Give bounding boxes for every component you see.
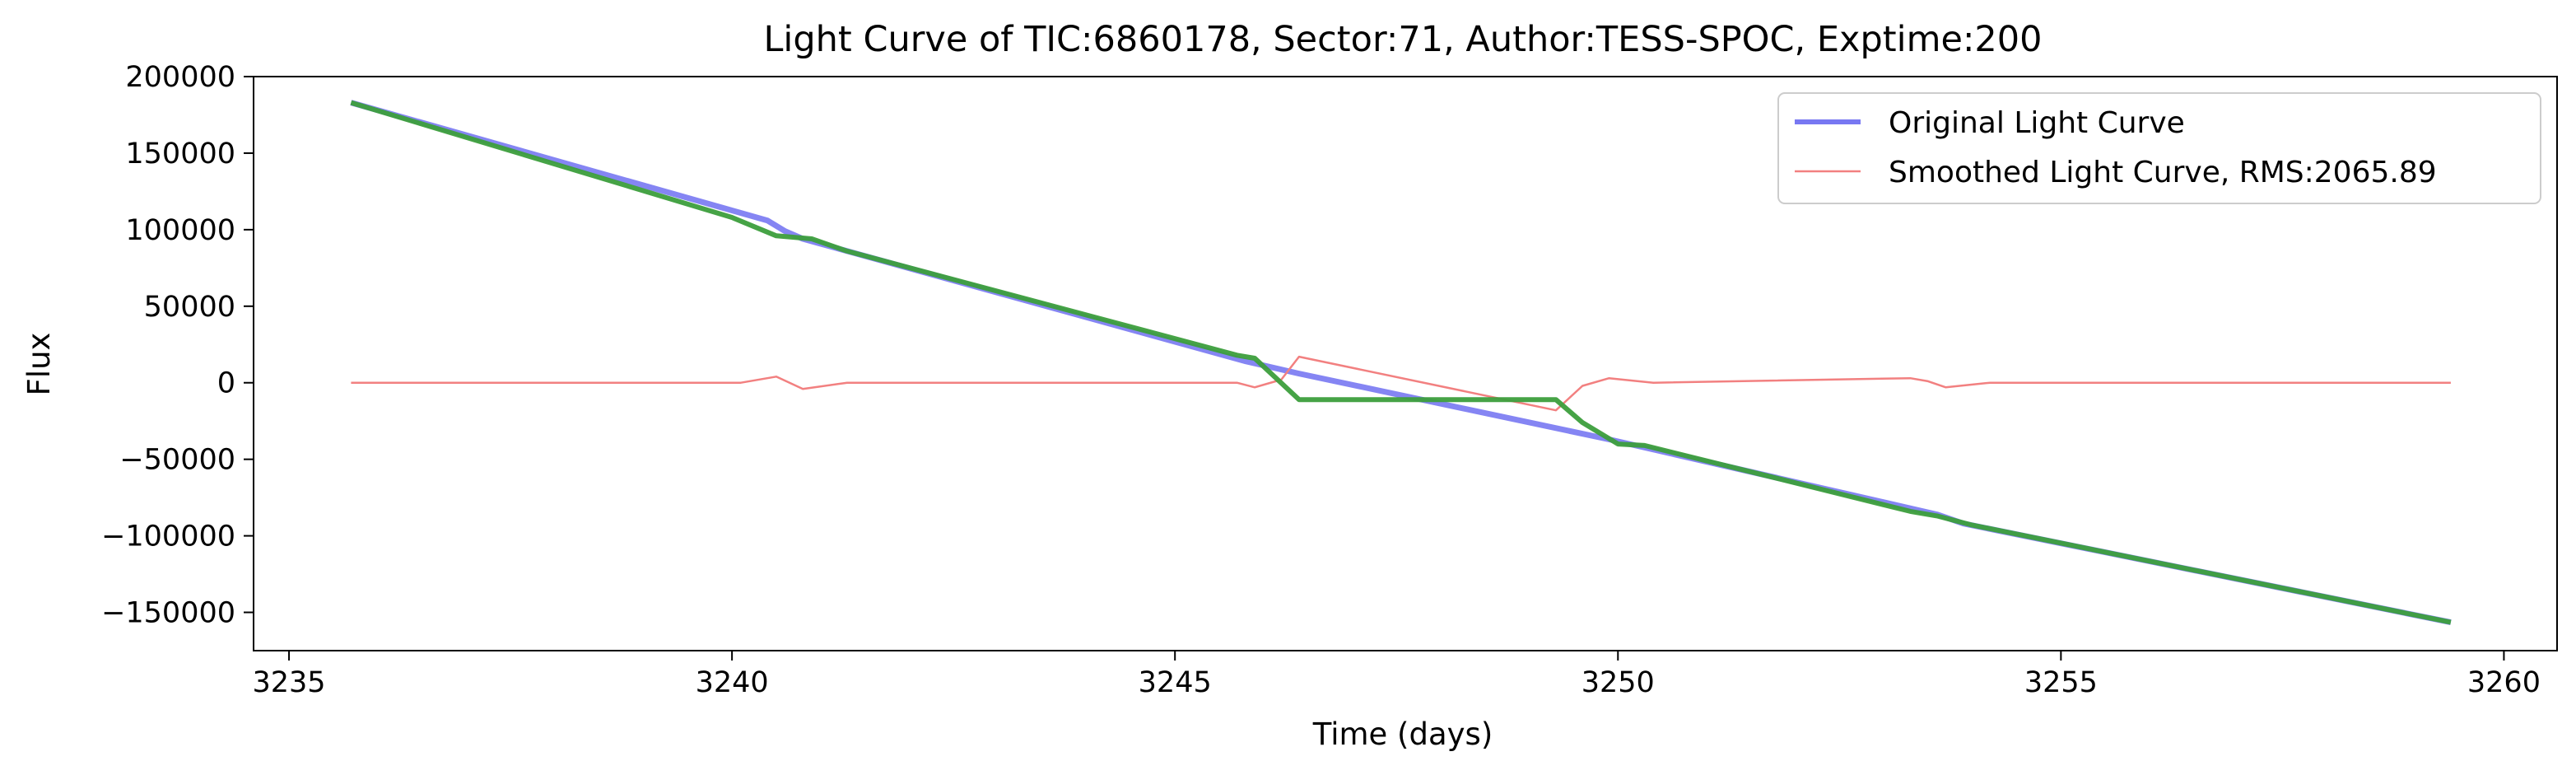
series-line-trend: [350, 100, 2452, 625]
y-axis-ticks: −150000 −100000 −50000 0 50000 100000 150000 20…: [101, 61, 254, 630]
y-tick-label: 50000: [144, 291, 235, 324]
chart-title: Light Curve of TIC:6860178, Sector:71, A…: [763, 19, 2042, 60]
x-axis-ticks: 3235 3240 3245 3250 3255 3260: [253, 651, 2541, 699]
y-tick-label: 200000: [125, 61, 235, 94]
x-axis-label: Time (days): [1312, 717, 1493, 752]
series-lines: [350, 100, 2452, 626]
y-tick-label: 100000: [125, 214, 235, 247]
series-line-smoothed: [351, 355, 2451, 412]
y-tick-label: −150000: [101, 597, 235, 630]
x-tick-label: 3255: [2024, 666, 2098, 699]
y-tick-label: 0: [217, 367, 235, 400]
legend-label-smoothed: Smoothed Light Curve, RMS:2065.89: [1889, 156, 2437, 189]
legend-box: [1777, 92, 2541, 204]
y-tick-label: −100000: [101, 521, 235, 553]
plot-frame: [253, 76, 2558, 651]
legend: Original Light Curve Smoothed Light Curv…: [1777, 92, 2541, 204]
x-tick-label: 3260: [2467, 666, 2541, 699]
x-tick-label: 3240: [696, 666, 769, 699]
legend-label-original: Original Light Curve: [1889, 106, 2185, 140]
y-tick-label: 150000: [125, 138, 235, 170]
x-tick-label: 3235: [253, 666, 326, 699]
y-tick-label: −50000: [119, 444, 235, 477]
x-tick-label: 3250: [1581, 666, 1655, 699]
x-tick-label: 3245: [1139, 666, 1212, 699]
y-axis-label: Flux: [21, 333, 57, 396]
